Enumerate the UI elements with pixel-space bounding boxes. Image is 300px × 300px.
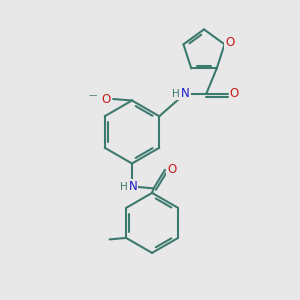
Text: —: —: [89, 91, 97, 100]
Text: O: O: [230, 88, 239, 100]
Text: O: O: [101, 92, 110, 106]
Text: O: O: [225, 36, 235, 49]
Text: H: H: [120, 182, 128, 192]
Text: H: H: [172, 89, 180, 99]
Text: O: O: [167, 163, 176, 176]
Text: N: N: [181, 88, 190, 100]
Text: N: N: [128, 180, 137, 194]
